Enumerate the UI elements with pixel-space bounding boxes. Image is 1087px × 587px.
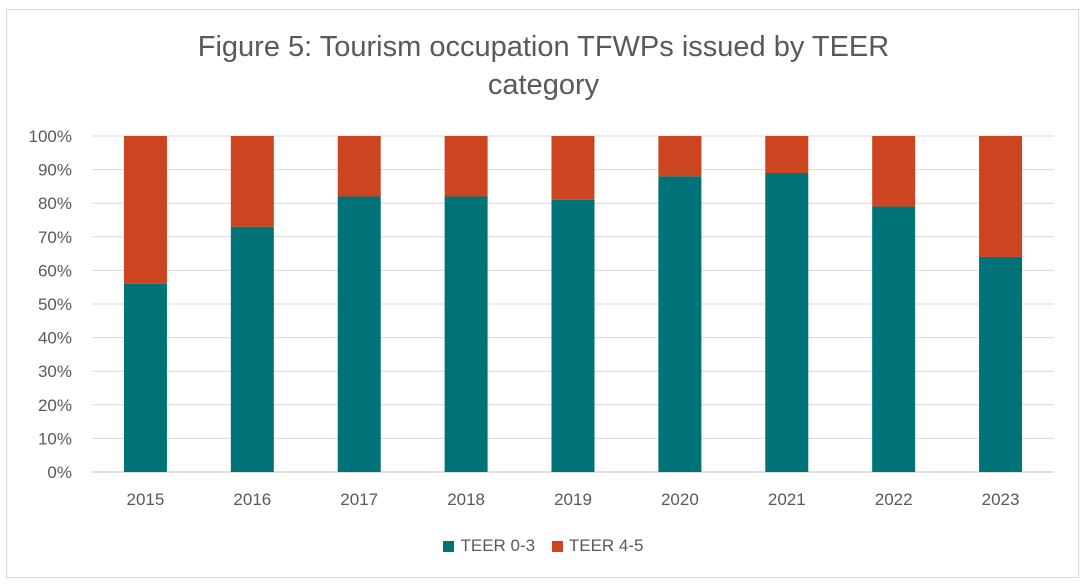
legend-swatch-teer-0-3 — [443, 540, 455, 552]
y-tick-label: 60% — [38, 261, 72, 280]
x-tick-label: 2020 — [661, 490, 699, 509]
y-tick-label: 40% — [38, 329, 72, 348]
bar-teer-4-5-2016 — [230, 136, 274, 227]
x-tick-label: 2019 — [554, 490, 592, 509]
bar-teer-0-3-2019 — [551, 199, 595, 472]
x-tick-label: 2017 — [340, 490, 378, 509]
bar-teer-4-5-2015 — [123, 136, 167, 284]
bar-teer-4-5-2020 — [658, 136, 702, 177]
bar-teer-0-3-2018 — [444, 196, 488, 473]
bar-teer-0-3-2022 — [872, 206, 916, 472]
chart-legend: TEER 0-3 TEER 4-5 — [0, 536, 1087, 557]
x-tick-label: 2016 — [233, 490, 271, 509]
chart-title: Figure 5: Tourism occupation TFWPs issue… — [0, 28, 1087, 104]
bar-teer-0-3-2015 — [123, 283, 167, 472]
legend-label-teer-4-5: TEER 4-5 — [568, 536, 644, 555]
legend-item-teer-0-3: TEER 0-3 — [443, 536, 535, 556]
legend-swatch-teer-4-5 — [551, 540, 563, 552]
x-tick-label: 2018 — [447, 490, 485, 509]
bar-teer-4-5-2022 — [872, 136, 916, 207]
chart-title-line-1: Figure 5: Tourism occupation TFWPs issue… — [197, 31, 890, 63]
y-tick-label: 0% — [47, 463, 72, 482]
y-tick-label: 90% — [38, 161, 72, 180]
x-tick-label: 2021 — [768, 490, 806, 509]
bar-teer-4-5-2023 — [979, 136, 1023, 257]
y-tick-label: 70% — [38, 228, 72, 247]
bar-teer-4-5-2021 — [765, 136, 809, 173]
legend-label-teer-0-3: TEER 0-3 — [460, 536, 536, 555]
bar-teer-4-5-2018 — [444, 136, 488, 197]
y-tick-label: 30% — [38, 362, 72, 381]
x-tick-label: 2023 — [982, 490, 1020, 509]
bar-teer-4-5-2019 — [551, 136, 595, 200]
y-tick-label: 100% — [29, 127, 72, 146]
bar-teer-0-3-2020 — [658, 176, 702, 472]
x-tick-label: 2015 — [127, 490, 165, 509]
y-tick-label: 80% — [38, 194, 72, 213]
bar-teer-0-3-2021 — [765, 172, 809, 472]
bar-teer-0-3-2023 — [979, 256, 1023, 472]
bar-teer-0-3-2017 — [337, 196, 381, 473]
bar-teer-4-5-2017 — [337, 136, 381, 197]
x-tick-label: 2022 — [875, 490, 913, 509]
y-tick-label: 20% — [38, 396, 72, 415]
y-tick-label: 50% — [38, 295, 72, 314]
y-tick-label: 10% — [38, 429, 72, 448]
bar-teer-0-3-2016 — [230, 226, 274, 472]
chart-title-line-2: category — [487, 69, 600, 101]
legend-item-teer-4-5: TEER 4-5 — [551, 536, 644, 556]
